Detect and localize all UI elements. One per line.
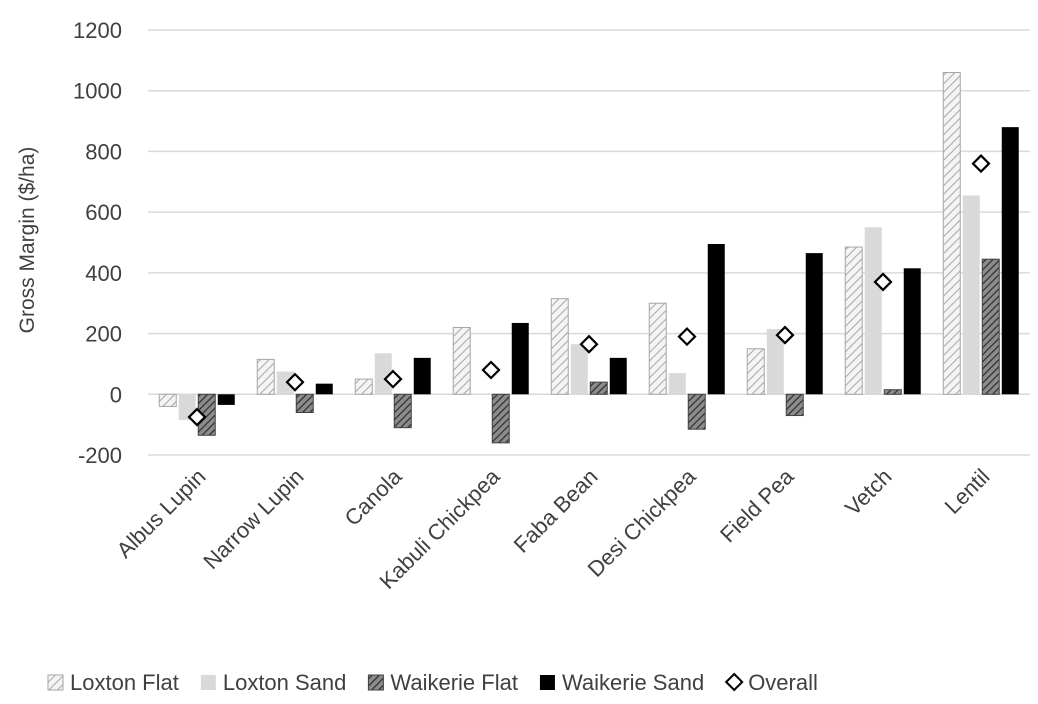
bar-loxton-flat — [158, 393, 177, 407]
y-tick-label: 200 — [85, 322, 122, 347]
bar-waikerie-sand — [511, 322, 529, 395]
overall-markers — [187, 154, 991, 427]
bar-waikerie-sand — [315, 383, 333, 395]
overall-marker — [187, 407, 207, 427]
bar-waikerie-flat — [785, 393, 804, 417]
bar-loxton-sand — [668, 373, 686, 395]
legend-label: Waikerie Sand — [562, 670, 704, 695]
y-tick-label: 400 — [85, 261, 122, 286]
bar-loxton-flat — [256, 358, 275, 395]
legend-label: Waikerie Flat — [390, 670, 518, 695]
overall-marker — [873, 272, 893, 292]
bar-waikerie-sand — [217, 394, 235, 405]
legend: Loxton Flat Loxton Sand Waikerie Flat Waike… — [47, 670, 818, 695]
y-tick-label: 1200 — [73, 18, 122, 43]
overall-marker — [579, 334, 599, 354]
overall-marker — [481, 360, 501, 380]
bar-waikerie-sand — [707, 244, 725, 395]
bar-loxton-flat — [648, 302, 667, 395]
legend-swatch — [47, 674, 64, 691]
category-label: Field Pea — [715, 463, 799, 547]
legend-swatch — [200, 675, 216, 690]
bar-loxton-flat — [746, 348, 765, 395]
overall-marker — [285, 372, 305, 392]
bar-loxton-flat — [844, 246, 863, 395]
category-label: Lentil — [940, 464, 995, 519]
bar-loxton-sand — [276, 371, 294, 395]
bars — [158, 72, 1019, 444]
y-tick-label: 600 — [85, 200, 122, 225]
legend-label: Loxton Flat — [70, 670, 179, 695]
bar-loxton-flat — [452, 327, 471, 395]
category-label: Albus Lupin — [112, 464, 211, 563]
y-tick-label: -200 — [78, 443, 122, 468]
overall-marker — [775, 325, 795, 345]
bar-loxton-sand — [962, 195, 980, 395]
bar-loxton-flat — [354, 378, 373, 395]
overall-marker — [383, 369, 403, 389]
legend-swatch — [539, 675, 555, 690]
bar-waikerie-flat — [491, 393, 510, 444]
bar-waikerie-flat — [883, 389, 902, 395]
legend-label: Overall — [748, 670, 818, 695]
bar-waikerie-flat — [981, 258, 1000, 395]
y-tick-labels: -200 0 200 400 600 800 1000 1200 — [73, 18, 122, 468]
category-label: Vetch — [840, 464, 897, 521]
bar-loxton-sand — [570, 344, 588, 395]
bar-loxton-flat — [550, 298, 569, 395]
bar-loxton-sand — [864, 227, 882, 395]
gridlines — [148, 29, 1030, 456]
bar-waikerie-sand — [1001, 127, 1019, 395]
y-tick-label: 800 — [85, 139, 122, 164]
y-tick-label: 0 — [110, 382, 122, 407]
y-tick-label: 1000 — [73, 79, 122, 104]
bar-loxton-sand — [472, 394, 490, 395]
category-label: Canola — [340, 463, 408, 531]
bar-loxton-sand — [374, 353, 392, 395]
legend-label: Loxton Sand — [223, 670, 347, 695]
bar-waikerie-sand — [609, 357, 627, 395]
category-label: Faba Bean — [509, 464, 603, 558]
bar-waikerie-flat — [393, 393, 412, 429]
legend-swatch — [367, 674, 384, 691]
legend-marker — [724, 672, 744, 692]
bar-waikerie-flat — [589, 381, 608, 395]
bar-waikerie-flat — [295, 393, 314, 413]
y-axis-label: Gross Margin ($/ha) — [16, 147, 39, 334]
bar-loxton-flat — [942, 72, 961, 395]
overall-marker — [971, 154, 991, 174]
bar-loxton-sand — [766, 329, 784, 395]
bar-waikerie-flat — [687, 393, 706, 430]
bar-waikerie-sand — [805, 253, 823, 395]
bar-waikerie-sand — [413, 357, 431, 395]
bar-waikerie-sand — [903, 268, 921, 395]
category-label: Narrow Lupin — [198, 464, 308, 574]
overall-marker — [677, 327, 697, 347]
